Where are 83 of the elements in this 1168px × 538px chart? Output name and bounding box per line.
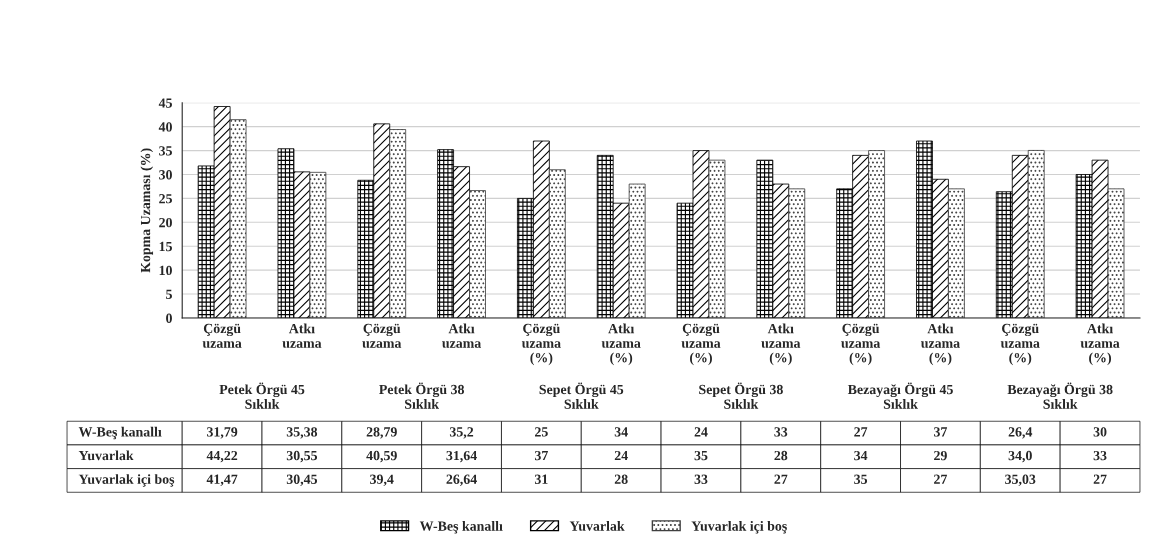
text: Petek Örgü 45 Sıklık: [219, 382, 305, 409]
data-label: 28,79: [366, 427, 397, 439]
x-tick-label: Çözgü uzama (%): [681, 323, 721, 366]
data-label: 24: [694, 427, 708, 437]
data-label: 31,79: [207, 427, 238, 439]
y-tick-label: 45: [158, 98, 172, 108]
data-label: 35,38: [286, 427, 318, 439]
x-tick-label: Atkı uzama: [442, 323, 482, 348]
x-tick-label: Atkı uzama: [282, 323, 322, 348]
text: Yuvarlak: [78, 450, 134, 461]
data-label: 37: [934, 427, 948, 437]
bar: [389, 129, 407, 318]
text: W-Beş kanallı: [78, 426, 162, 440]
bar: [948, 188, 965, 318]
data-label: 25: [535, 427, 548, 437]
data-label: 28: [614, 474, 628, 484]
text: Bezayağı Örgü 38 Sıklık: [1007, 382, 1113, 409]
data-label: 35,03: [1005, 474, 1036, 486]
legend-label: Yuvarlak içi boş: [691, 520, 787, 534]
data-label: 26,64: [446, 474, 477, 486]
y-tick-label: 15: [159, 241, 172, 252]
y-tick-label: 20: [159, 217, 172, 228]
y-tick-label: 30: [159, 170, 172, 180]
text: Bezayağı Örgü 45 Sıklık: [847, 382, 953, 409]
y-tick-label: 40: [158, 122, 172, 132]
data-label: 34: [854, 450, 868, 461]
y-tick-label: 25: [159, 194, 172, 204]
data-label: 27: [1093, 474, 1107, 484]
data-label: 31: [534, 474, 548, 484]
data-label: 41,47: [206, 474, 238, 486]
data-label: 35,2: [449, 427, 474, 439]
x-tick-label: Çözgü uzama (%): [521, 323, 561, 366]
data-label: 27: [774, 474, 788, 484]
data-label: 34: [614, 427, 628, 437]
data-label: 27: [854, 427, 868, 437]
x-tick-label: Atkı uzama (%): [761, 323, 801, 366]
data-label: 35: [854, 474, 868, 484]
y-tick-label: 0: [166, 313, 172, 323]
data-label: 27: [934, 474, 948, 484]
y-tick-label: 5: [166, 289, 172, 299]
data-label: 40,59: [366, 450, 397, 463]
data-label: 28: [774, 450, 788, 461]
text: Yuvarlak içi boş: [78, 474, 175, 487]
data-label: 24: [614, 450, 628, 461]
data-label: 30,45: [286, 474, 318, 486]
text: Sepet Örgü 38 Sıklık: [699, 382, 783, 409]
bar: [708, 159, 726, 318]
legend-label: W-Beş kanallı: [419, 520, 503, 534]
x-tick-label: Çözgü uzama: [362, 323, 402, 348]
x-tick-label: Atkı uzama (%): [1080, 323, 1120, 366]
text: Petek Örgü 38 Sıklık: [379, 382, 464, 409]
bar: [788, 188, 806, 318]
data-label: 26,4: [1008, 427, 1033, 439]
bar: [1027, 150, 1045, 318]
y-tick-label: 10: [159, 265, 172, 276]
data-label: 31,64: [446, 450, 477, 463]
data-label: 34,0: [1008, 450, 1032, 463]
data-label: 35: [694, 450, 708, 461]
data-label: 33: [694, 474, 708, 484]
y-tick-label: 35: [159, 146, 172, 156]
bar: [628, 183, 646, 318]
x-tick-label: Çözgü uzama (%): [1000, 323, 1040, 366]
bar: [469, 190, 486, 318]
bar: [309, 171, 327, 318]
x-tick-label: Atkı uzama (%): [601, 323, 641, 366]
legend-label: Yuvarlak: [569, 520, 625, 531]
text: Sepet Örgü 45 Sıklık: [539, 382, 624, 409]
data-label: 33: [1093, 450, 1107, 461]
x-tick-label: Atkı uzama (%): [920, 323, 960, 366]
data-label: 33: [774, 427, 788, 437]
data-label: 30,55: [286, 450, 318, 463]
data-label: 30: [1093, 427, 1107, 437]
x-tick-label: Çözgü uzama (%): [841, 323, 881, 366]
data-label: 39,4: [370, 474, 394, 486]
data-label: 44,22: [206, 450, 238, 463]
x-tick-label: Çözgü uzama: [202, 323, 242, 348]
bar: [1107, 188, 1125, 318]
data-label: 29: [934, 450, 947, 461]
y-axis-title: Kopma Uzaması (%): [140, 148, 154, 273]
bar: [229, 119, 247, 318]
bar: [868, 150, 885, 318]
bar: [548, 169, 566, 318]
data-label: 37: [534, 450, 548, 461]
